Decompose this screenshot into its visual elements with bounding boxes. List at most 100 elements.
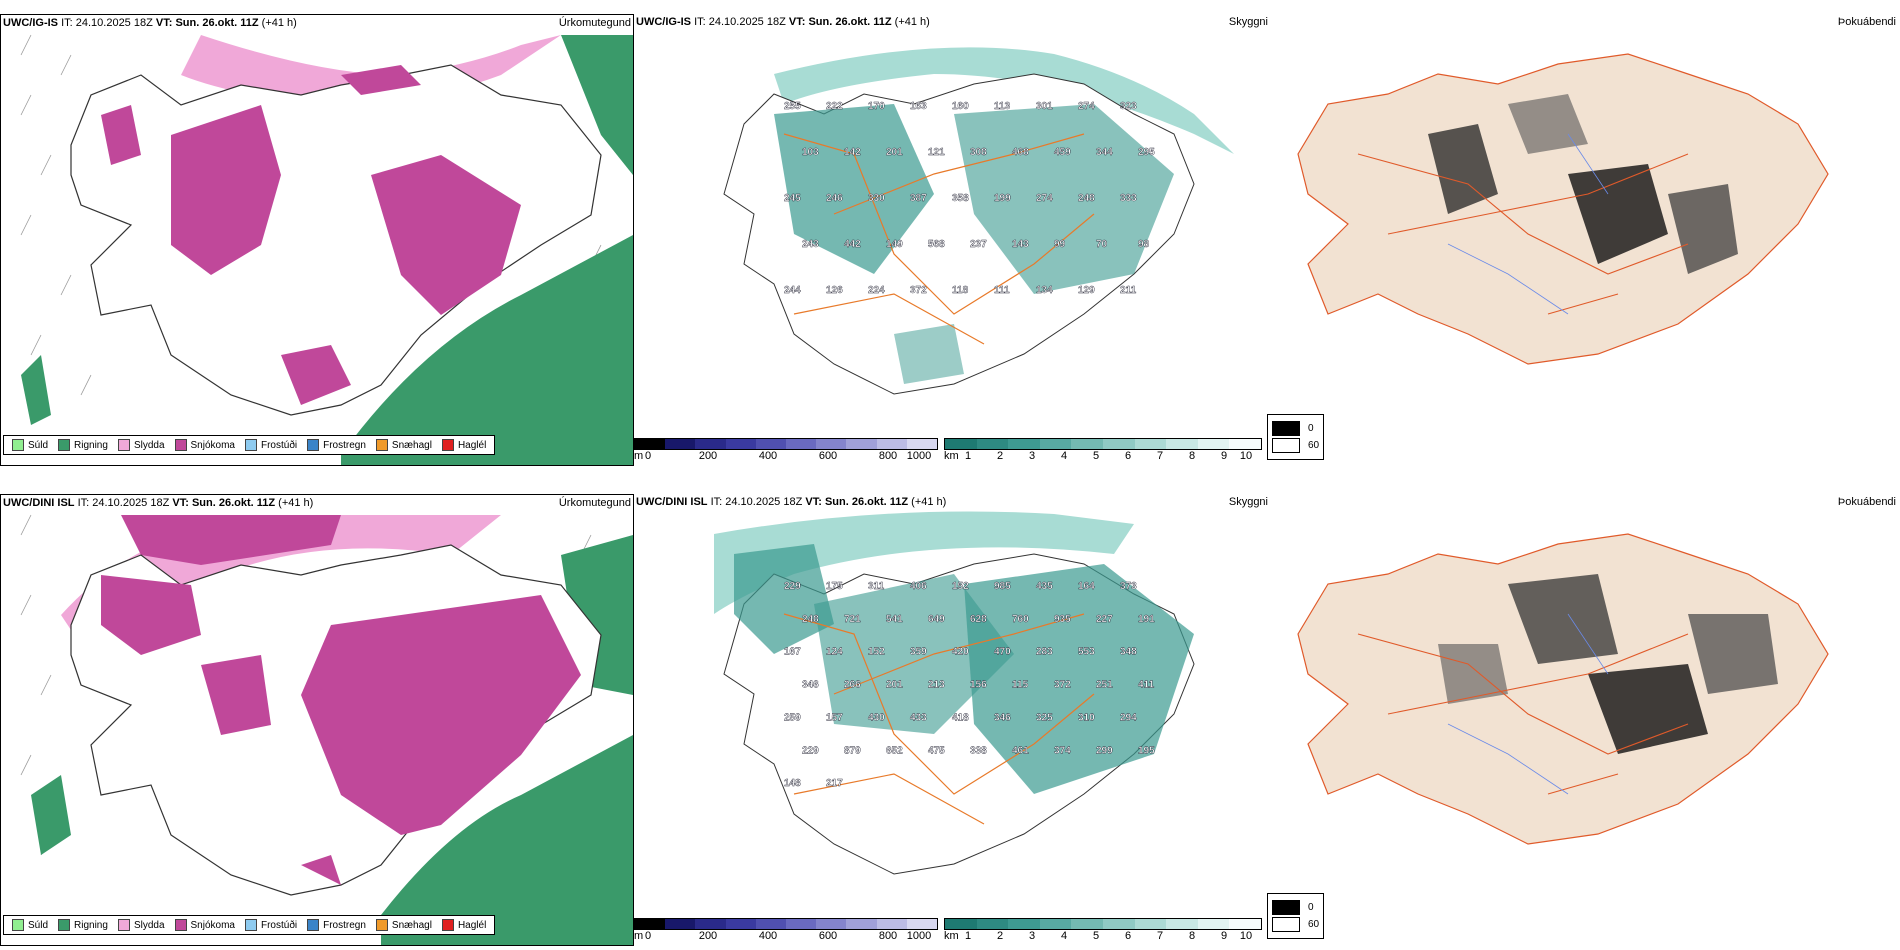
it-label: IT: (61, 17, 73, 29)
fog-legend-dark: 0 (1308, 423, 1314, 434)
vt-label: VT: (172, 497, 189, 509)
vis-value-label: 568 (928, 239, 945, 250)
vis-value-label: 310 (1078, 712, 1095, 723)
row1-fog-map (1297, 53, 1829, 365)
legend-freezing-drizzle: Frostúði (244, 439, 297, 451)
row1-precip-panel: UWC/IG-IS IT: 24.10.2025 18Z VT: Sun. 26… (0, 14, 634, 466)
vis-colorbar (944, 918, 1262, 930)
vis-value-label: 348 (1120, 647, 1137, 658)
vis-value-label: 323 (1120, 101, 1137, 112)
height-tick: 400 (758, 930, 778, 942)
vis-value-label: 435 (1036, 581, 1053, 592)
model-name: UWC/DINI ISL (3, 497, 75, 509)
roads (783, 613, 1095, 825)
vis-colorbar (944, 438, 1262, 450)
vis-value-label: 358 (952, 193, 969, 204)
model-name: UWC/IG-IS (3, 17, 58, 29)
vis-value-label: 227 (1096, 614, 1113, 625)
vis-value-label: 246 (826, 193, 843, 204)
row1-vis-title: UWC/IG-IS IT: 24.10.2025 18Z VT: Sun. 26… (636, 16, 930, 28)
fog-dark-3 (1668, 184, 1738, 274)
vis-value-label: 248 (1078, 193, 1095, 204)
height-tick: 0 (644, 930, 652, 942)
vis-area-1 (734, 544, 834, 654)
vis-value-label: 121 (928, 147, 945, 158)
vis-area-3 (964, 564, 1194, 794)
vis-value-label: 251 (1096, 680, 1113, 691)
vis-value-label: 118 (952, 285, 969, 296)
height-unit: m (634, 450, 644, 462)
vt-value: Sun. 26.okt. 11Z (175, 17, 259, 29)
legend-freezing-rain: Frostregn (307, 439, 366, 451)
snow-area-4 (301, 855, 341, 885)
vis-value-label: 879 (844, 745, 861, 756)
vis-value-label: 301 (1036, 101, 1053, 112)
vis-value-label: 541 (886, 614, 903, 625)
snow-area-1 (301, 595, 581, 835)
vis-value-label: 152 (868, 647, 885, 658)
vis-value-label: 274 (1036, 193, 1053, 204)
vis-tick: 10 (1239, 930, 1253, 942)
vis-value-label: 129 (1078, 285, 1095, 296)
vis-value-label: 113 (994, 101, 1011, 112)
vis-tick: 3 (1028, 450, 1036, 462)
vis-value-label: 191 (1138, 614, 1155, 625)
rain-area-w (31, 775, 71, 855)
vis-value-label: 652 (886, 745, 903, 756)
vis-value-label: 299 (1096, 745, 1113, 756)
vis-tick: 5 (1092, 450, 1100, 462)
vis-unit: km (944, 450, 959, 462)
height-colorbar (634, 438, 938, 450)
lead-time: (+41 h) (261, 17, 297, 29)
rivers (1447, 133, 1609, 315)
row2-vis-name: Skyggni (1228, 496, 1268, 508)
row1-fog-legend: 0 60 (1267, 414, 1325, 460)
legend-snow: Snjókoma (174, 439, 235, 451)
vis-value-label: 70 (1096, 239, 1108, 250)
vis-value-label: 411 (1138, 680, 1155, 691)
vis-value-label: 170 (868, 101, 885, 112)
vis-tick: 9 (1220, 930, 1228, 942)
roads (1357, 153, 1689, 315)
vis-value-label: 115 (1012, 680, 1029, 691)
row2-fog-map (1297, 533, 1829, 845)
vt-value: Sun. 26.okt. 11Z (191, 497, 276, 509)
vis-value-label: 985 (994, 581, 1011, 592)
precip-legend: Súld Rigning Slydda Snjókoma Frostúði Fr… (3, 435, 496, 455)
vis-value-label: 157 (826, 712, 843, 723)
row1-vis-panel: 255 222 170 163 160 113 301 274 323 103 142 201 121 3… (634, 14, 1268, 464)
vis-value-label: 195 (1138, 745, 1155, 756)
legend-rain: Rigning (58, 439, 108, 451)
fog-dark-2 (1568, 164, 1668, 264)
vis-value-label: 442 (844, 239, 861, 250)
snow-area-2 (371, 155, 521, 315)
vis-value-label: 201 (886, 147, 903, 158)
vis-tick: 9 (1220, 450, 1228, 462)
row2-precip-name: Úrkomutegund (558, 497, 631, 509)
vis-value-label: 935 (1054, 614, 1071, 625)
vis-value-label: 433 (910, 712, 927, 723)
legend-freezing-rain: Frostregn (307, 919, 366, 931)
vis-value-label: 164 (1078, 581, 1095, 592)
fog-dark-3 (1688, 614, 1778, 694)
row1-fog-panel: Þokuábendi (1268, 14, 1898, 464)
rain-area-w (21, 355, 51, 425)
vis-value-label: 274 (1078, 101, 1095, 112)
vis-tick: 2 (996, 930, 1004, 942)
vis-value-label: 217 (826, 778, 843, 789)
vis-tick: 6 (1124, 450, 1132, 462)
vis-value-label: 124 (826, 647, 843, 658)
vis-value-label: 201 (886, 680, 903, 691)
vis-value-label: 325 (1036, 712, 1053, 723)
vis-value-label: 126 (826, 285, 843, 296)
vis-value-label: 649 (928, 614, 945, 625)
row1-precip-name: Úrkomutegund (558, 17, 631, 29)
vis-value-label: 266 (844, 680, 861, 691)
height-tick: 800 (878, 450, 898, 462)
row1-precip-map (20, 34, 633, 465)
row1-precip-title: UWC/IG-IS IT: 24.10.2025 18Z VT: Sun. 26… (3, 17, 297, 29)
legend-sleet: Slydda (117, 919, 165, 931)
vis-value-label: 248 (802, 614, 819, 625)
row2-precip-map (20, 514, 633, 945)
height-tick: 0 (644, 450, 652, 462)
